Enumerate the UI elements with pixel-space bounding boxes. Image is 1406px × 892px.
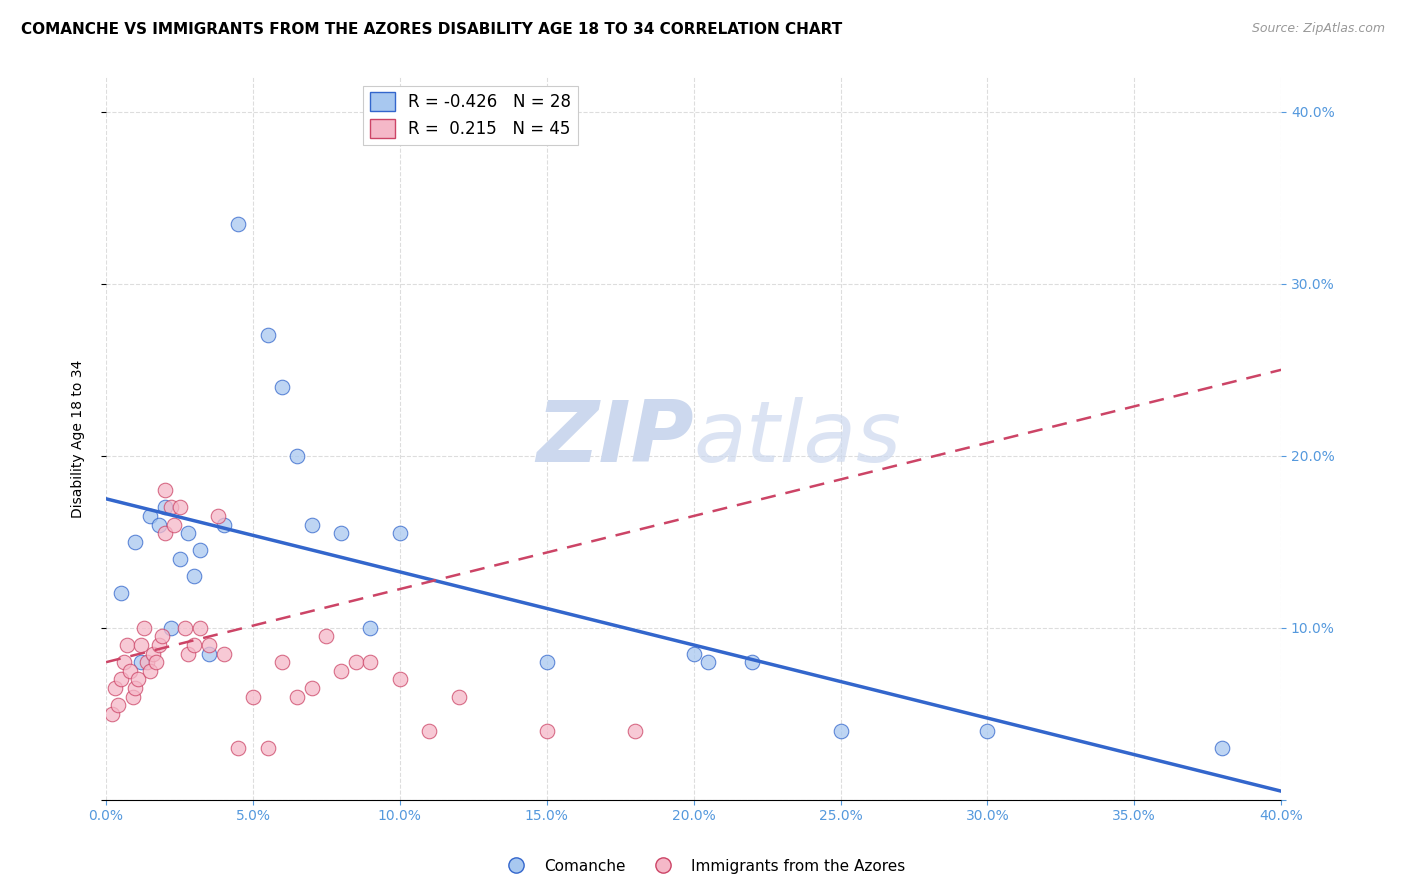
Text: Source: ZipAtlas.com: Source: ZipAtlas.com: [1251, 22, 1385, 36]
Point: [121, 690, 143, 704]
Point: [139, 508, 162, 523]
Legend: R = -0.426   N = 28, R =  0.215   N = 45: R = -0.426 N = 28, R = 0.215 N = 45: [363, 86, 578, 145]
Point: [447, 690, 470, 704]
Point: [976, 723, 998, 738]
Point: [271, 655, 294, 669]
Point: [110, 673, 132, 687]
Point: [134, 621, 156, 635]
Point: [153, 500, 176, 515]
Point: [124, 681, 146, 695]
Point: [183, 638, 205, 652]
Point: [188, 543, 211, 558]
Point: [136, 655, 159, 669]
Point: [112, 655, 135, 669]
Point: [145, 655, 167, 669]
Point: [139, 664, 162, 678]
Point: [697, 655, 720, 669]
Point: [226, 217, 249, 231]
Point: [330, 664, 353, 678]
Point: [359, 655, 381, 669]
Text: atlas: atlas: [693, 397, 901, 480]
Point: [148, 517, 170, 532]
Point: [212, 647, 235, 661]
Point: [127, 673, 149, 687]
Point: [285, 690, 308, 704]
Point: [624, 723, 647, 738]
Point: [162, 517, 184, 532]
Text: ZIP: ZIP: [536, 397, 693, 480]
Point: [741, 655, 763, 669]
Point: [142, 647, 165, 661]
Point: [301, 517, 323, 532]
Point: [344, 655, 367, 669]
Point: [188, 621, 211, 635]
Point: [107, 698, 129, 713]
Point: [198, 638, 221, 652]
Point: [536, 655, 558, 669]
Point: [198, 647, 221, 661]
Point: [169, 500, 191, 515]
Text: COMANCHE VS IMMIGRANTS FROM THE AZORES DISABILITY AGE 18 TO 34 CORRELATION CHART: COMANCHE VS IMMIGRANTS FROM THE AZORES D…: [21, 22, 842, 37]
Point: [271, 380, 294, 394]
Point: [159, 500, 181, 515]
Point: [177, 526, 200, 541]
Point: [330, 526, 353, 541]
Point: [148, 638, 170, 652]
Point: [104, 681, 127, 695]
Point: [124, 534, 146, 549]
Point: [256, 741, 278, 756]
Point: [118, 664, 141, 678]
Point: [256, 328, 278, 343]
Y-axis label: Disability Age 18 to 34: Disability Age 18 to 34: [72, 359, 86, 517]
Point: [315, 629, 337, 643]
Point: [226, 741, 249, 756]
Point: [830, 723, 852, 738]
Point: [418, 723, 440, 738]
Point: [212, 517, 235, 532]
Point: [131, 638, 153, 652]
Point: [110, 586, 132, 600]
Point: [242, 690, 264, 704]
Point: [169, 552, 191, 566]
Point: [388, 673, 411, 687]
Point: [150, 629, 173, 643]
Point: [388, 526, 411, 541]
Point: [301, 681, 323, 695]
Point: [159, 621, 181, 635]
Point: [153, 526, 176, 541]
Point: [174, 621, 197, 635]
Legend: Comanche, Immigrants from the Azores: Comanche, Immigrants from the Azores: [495, 853, 911, 880]
Point: [131, 655, 153, 669]
Point: [682, 647, 704, 661]
Point: [207, 508, 229, 523]
Point: [115, 638, 138, 652]
Point: [1211, 741, 1233, 756]
Point: [536, 723, 558, 738]
Point: [285, 449, 308, 463]
Point: [177, 647, 200, 661]
Point: [359, 621, 381, 635]
Point: [183, 569, 205, 583]
Point: [101, 706, 124, 721]
Point: [153, 483, 176, 498]
